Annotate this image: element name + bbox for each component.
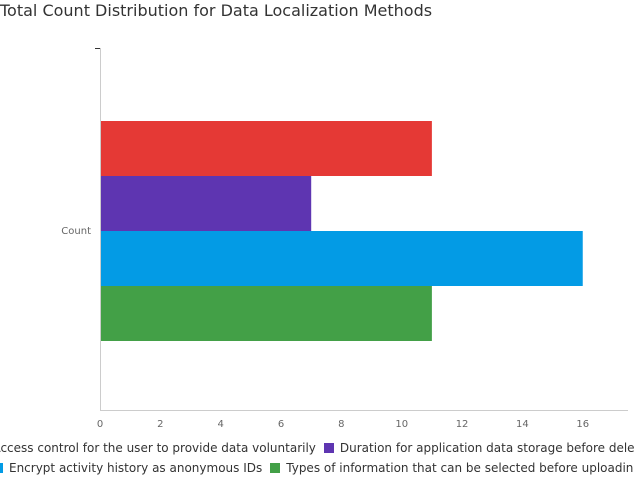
legend-item[interactable]: Access control for the user to provide d… (0, 441, 316, 455)
legend-row-2: Encrypt activity history as anonymous ID… (0, 458, 634, 478)
x-tick-label: 4 (217, 419, 223, 430)
x-tick-labels: 0 2 4 6 8 10 12 14 16 Count (61, 226, 589, 430)
legend-label: Types of information that can be selecte… (286, 461, 634, 475)
x-tick-label: 16 (576, 419, 589, 430)
legend-label: Access control for the user to provide d… (0, 441, 316, 455)
legend-label: Encrypt activity history as anonymous ID… (8, 461, 263, 475)
bars-group (100, 121, 583, 341)
bar[interactable] (100, 121, 432, 176)
legend-swatch (270, 463, 281, 473)
bar[interactable] (100, 286, 432, 341)
bar[interactable] (100, 176, 312, 231)
x-tick-label: 2 (157, 419, 163, 430)
x-tick-label: 12 (456, 419, 469, 430)
legend-swatch (323, 443, 334, 453)
x-tick-label: 0 (97, 419, 103, 430)
legend-swatch (0, 463, 3, 473)
chart-title: Total Count Distribution for Data Locali… (0, 1, 433, 20)
x-tick-label: 14 (516, 419, 529, 430)
bar-chart: 0 2 4 6 8 10 12 14 16 Count (61, 48, 628, 430)
legend-item[interactable]: Duration for application data storage be… (323, 441, 634, 455)
legend-item[interactable]: Encrypt activity history as anonymous ID… (0, 461, 262, 475)
x-tick-label: 10 (395, 419, 408, 430)
legend-label: Duration for application data storage be… (339, 441, 634, 455)
y-category-label: Count (61, 226, 91, 237)
legend-item[interactable]: Types of information that can be selecte… (270, 461, 634, 475)
x-tick-label: 6 (278, 419, 284, 430)
bar[interactable] (100, 231, 583, 286)
legend-row-1: Access control for the user to provide d… (0, 438, 634, 458)
x-tick-label: 8 (338, 419, 344, 430)
axes-group (95, 48, 628, 411)
legend: Access control for the user to provide d… (0, 438, 634, 478)
